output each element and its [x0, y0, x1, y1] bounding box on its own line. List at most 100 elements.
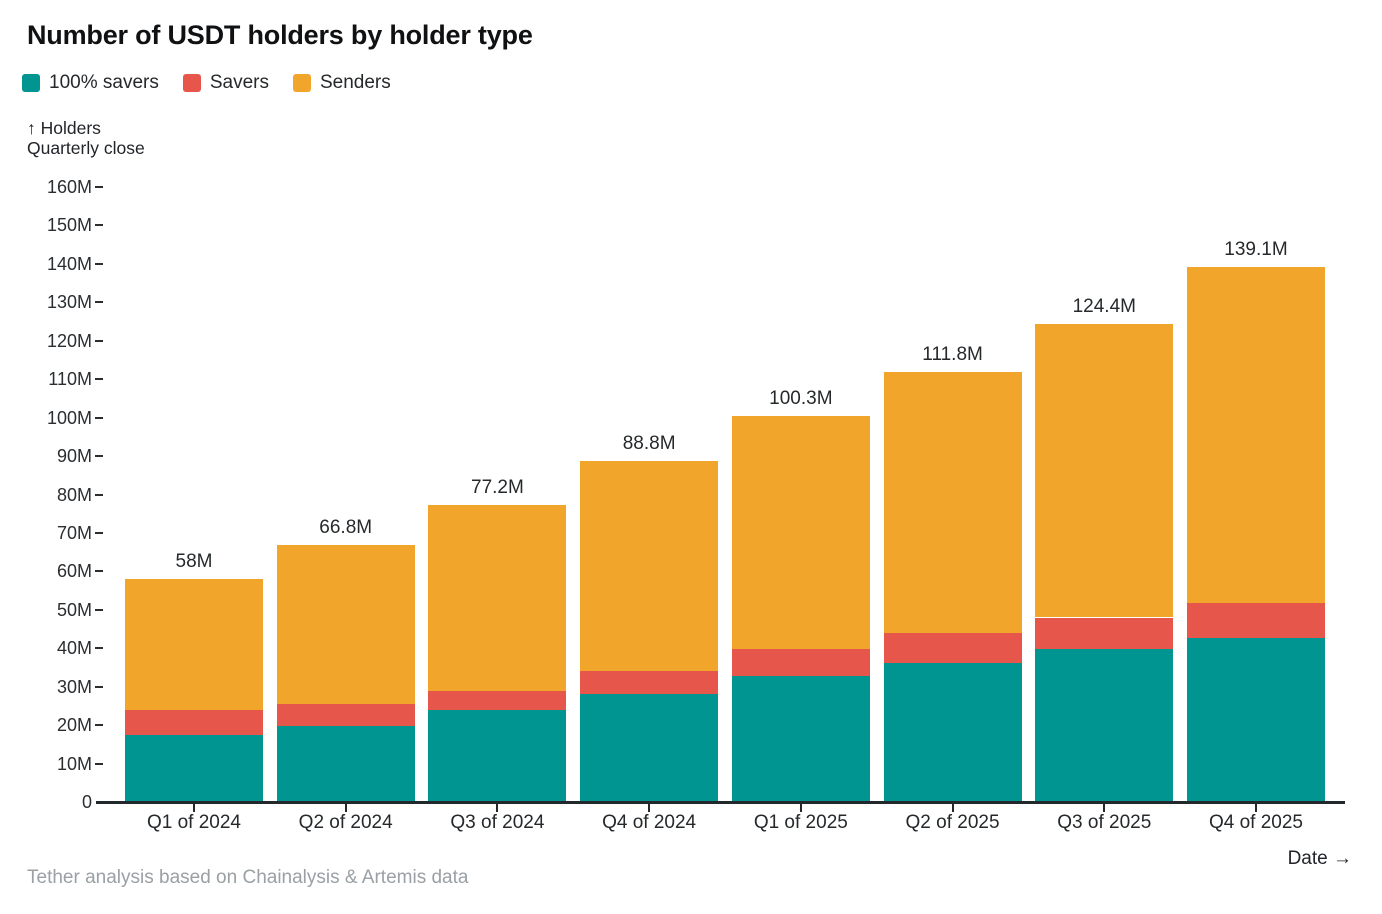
y-tick-mark [95, 608, 103, 611]
y-tick-mark [95, 724, 103, 727]
x-tick-mark-q3-of-2024 [496, 803, 499, 812]
bar-segment-senders-q2-of-2025 [883, 372, 1022, 633]
bar-segment-senders-q1-of-2025 [731, 416, 870, 650]
x-tick-mark-q4-of-2024 [648, 803, 651, 812]
bar-segment-savers-q3-of-2025 [1035, 617, 1174, 650]
y-tick-mark [95, 531, 103, 534]
bar-segment-savers-q4-of-2024 [580, 670, 719, 694]
y-tick-label-90m: 90M [56, 446, 92, 467]
x-tick-label-q2-of-2025: Q2 of 2025 [905, 812, 1000, 833]
x-tick-label-q2-of-2024: Q2 of 2024 [298, 812, 393, 833]
bar-segment-savers-q2-of-2024 [276, 703, 415, 726]
x-tick-mark-q2-of-2024 [344, 803, 347, 812]
y-tick-label-10m: 10M [56, 753, 92, 774]
x-axis-title: Date → [1287, 848, 1352, 869]
x-axis-line [96, 801, 1345, 804]
y-tick-mark [95, 224, 103, 227]
bar-segment-100-savers-q3-of-2025 [1035, 649, 1174, 802]
bar-segment-senders-q4-of-2024 [580, 460, 719, 671]
legend-swatch-senders [292, 74, 311, 92]
y-tick-label-160m: 160M [46, 177, 92, 197]
y-tick-label-80m: 80M [56, 484, 92, 505]
bar-segment-savers-q3-of-2024 [428, 690, 567, 711]
y-tick-mark [95, 493, 103, 496]
y-tick-mark [95, 416, 103, 419]
y-axis-note-line2: Quarterly close [27, 138, 145, 158]
bar-segment-senders-q1-of-2024 [125, 579, 263, 711]
y-tick-label-70m: 70M [56, 522, 92, 543]
x-tick-label-q3-of-2024: Q3 of 2024 [450, 812, 545, 833]
bar-segment-100-savers-q1-of-2025 [731, 675, 870, 802]
y-tick-label-60m: 60M [56, 561, 92, 582]
source-note: Tether analysis based on Chainalysis & A… [27, 867, 469, 888]
y-tick-mark [95, 685, 103, 688]
x-tick-label-q1-of-2025: Q1 of 2025 [753, 812, 848, 833]
bar-segment-senders-q4-of-2025 [1186, 267, 1325, 603]
bar-segment-savers-q1-of-2024 [125, 710, 263, 736]
y-tick-mark [95, 262, 103, 265]
y-tick-mark [95, 570, 103, 573]
bar-segment-senders-q3-of-2025 [1035, 323, 1174, 618]
bar-segment-100-savers-q4-of-2025 [1186, 637, 1325, 802]
x-tick-label-q4-of-2024: Q4 of 2024 [602, 812, 697, 833]
y-tick-label-0: 0 [81, 792, 92, 812]
y-tick-mark [95, 301, 103, 304]
y-tick-mark [95, 339, 103, 342]
y-tick-mark [95, 378, 103, 381]
y-axis-note-line1: ↑ Holders [27, 118, 101, 138]
x-tick-mark-q2-of-2025 [951, 803, 954, 812]
x-tick-mark-q3-of-2025 [1103, 803, 1106, 812]
bar-total-label-q3-of-2024: 77.2M [471, 477, 524, 499]
y-tick-label-140m: 140M [46, 253, 92, 274]
y-tick-label-120m: 120M [46, 330, 92, 351]
bar-total-label-q2-of-2025: 111.8M [922, 344, 983, 366]
x-tick-label-q3-of-2025: Q3 of 2025 [1057, 812, 1152, 833]
legend-item-senders: Senders [292, 72, 391, 94]
y-tick-label-50m: 50M [56, 599, 92, 620]
bar-total-label-q4-of-2024: 88.8M [622, 432, 676, 454]
legend-item-100-savers: 100% savers [22, 72, 159, 94]
y-tick-mark [95, 647, 103, 650]
y-tick-label-30m: 30M [56, 676, 92, 697]
x-tick-mark-q4-of-2025 [1254, 803, 1257, 812]
x-tick-mark-q1-of-2025 [799, 803, 802, 812]
bar-segment-senders-q3-of-2024 [428, 505, 567, 691]
bar-segment-savers-q2-of-2025 [883, 632, 1022, 663]
legend-label: 100% savers [49, 72, 159, 93]
bar-segment-100-savers-q3-of-2024 [428, 710, 567, 802]
x-tick-label-q4-of-2025: Q4 of 2025 [1208, 812, 1303, 833]
bar-segment-100-savers-q1-of-2024 [125, 735, 263, 802]
y-axis-note: ↑ Holders Quarterly close [27, 118, 145, 158]
bar-segment-savers-q4-of-2025 [1186, 602, 1325, 638]
legend-label: Savers [209, 72, 269, 93]
y-tick-mark [95, 455, 103, 458]
legend-item-savers: Savers [182, 72, 269, 94]
chart-title: Number of USDT holders by holder type [27, 20, 533, 50]
y-tick-label-130m: 130M [46, 292, 92, 313]
y-tick-label-20m: 20M [56, 715, 92, 736]
bar-total-label-q4-of-2025: 139.1M [1224, 239, 1288, 261]
bar-segment-100-savers-q2-of-2024 [276, 725, 415, 802]
y-tick-label-150m: 150M [46, 215, 92, 236]
legend-swatch-savers [182, 74, 201, 92]
bar-segment-100-savers-q4-of-2024 [580, 693, 719, 802]
bar-segment-100-savers-q2-of-2025 [883, 662, 1022, 802]
bar-segment-senders-q2-of-2024 [276, 545, 415, 704]
legend-label: Senders [319, 72, 391, 93]
y-tick-label-100m: 100M [46, 407, 92, 428]
x-tick-mark-q1-of-2024 [193, 803, 195, 812]
bar-total-label-q2-of-2024: 66.8M [319, 517, 373, 539]
y-tick-label-40m: 40M [56, 638, 92, 659]
y-tick-mark [95, 762, 103, 765]
bar-total-label-q1-of-2025: 100.3M [769, 388, 833, 410]
bar-segment-savers-q1-of-2025 [731, 649, 870, 676]
legend-swatch-100-savers [22, 74, 40, 92]
x-tick-label-q1-of-2024: Q1 of 2024 [146, 812, 241, 833]
bar-total-label-q3-of-2025: 124.4M [1072, 295, 1136, 317]
chart-legend: 100% savers Savers Senders [22, 72, 391, 94]
y-tick-label-110m: 110M [48, 369, 92, 390]
y-tick-mark [95, 186, 103, 188]
bar-total-label-q1-of-2024: 58M [175, 551, 213, 573]
